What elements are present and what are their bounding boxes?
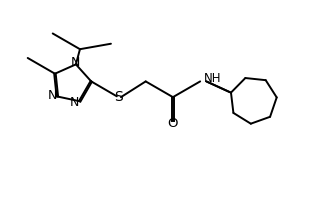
Text: S: S (114, 90, 123, 104)
Text: O: O (168, 117, 178, 130)
Text: N: N (48, 89, 57, 102)
Text: N: N (70, 96, 79, 109)
Text: N: N (70, 56, 80, 69)
Text: NH: NH (203, 72, 221, 85)
